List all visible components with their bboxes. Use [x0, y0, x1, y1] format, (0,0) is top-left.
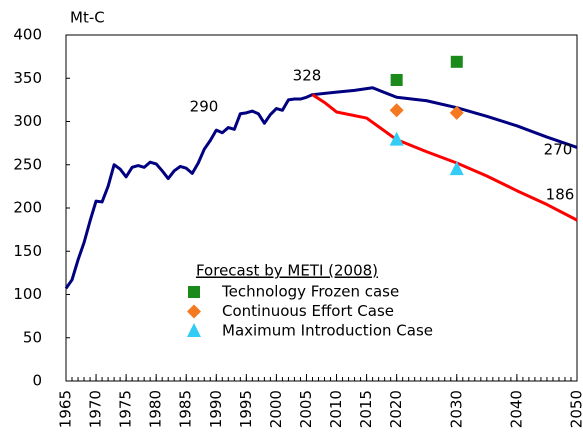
marker-diamond: [187, 304, 201, 319]
y-tick-label: 100: [13, 285, 42, 303]
annotation: 328: [293, 67, 322, 85]
series-line: [64, 86, 578, 290]
y-tick-label: 0: [32, 372, 42, 390]
annotation: 186: [546, 186, 575, 204]
y-axis-label: Mt-C: [70, 9, 105, 27]
y-tick-label: 400: [13, 26, 42, 44]
marker-triangle: [187, 323, 201, 337]
series-line: [311, 93, 578, 222]
legend-label: Maximum Introduction Case: [222, 322, 433, 340]
x-tick-label: 2050: [568, 390, 583, 428]
y-tick-label: 250: [13, 155, 42, 173]
x-tick-label: 1970: [87, 390, 105, 428]
y-tick-label: 50: [23, 328, 42, 346]
legend-label: Technology Frozen case: [221, 283, 399, 301]
x-tick-label: 1980: [147, 390, 165, 428]
legend-label: Continuous Effort Case: [222, 302, 394, 320]
x-tick-label: 2010: [327, 390, 345, 428]
x-tick-label: 2005: [297, 390, 315, 428]
annotation: 290: [190, 98, 219, 116]
x-tick-label: 1965: [57, 390, 75, 428]
annotation: 270: [544, 141, 573, 159]
x-tick-label: 1995: [237, 390, 255, 428]
marker-triangle: [389, 131, 404, 146]
marker-triangle: [449, 161, 464, 176]
y-tick-label: 350: [13, 69, 42, 87]
marker-diamond: [449, 105, 464, 120]
x-tick-label: 2015: [357, 390, 375, 428]
x-tick-label: 1985: [177, 390, 195, 428]
x-tick-label: 2030: [447, 390, 465, 428]
marker-square: [188, 286, 200, 298]
y-tick-label: 150: [13, 242, 42, 260]
marker-square: [390, 73, 403, 86]
legend-title: Forecast by METI (2008): [196, 262, 378, 280]
x-tick-label: 2040: [507, 390, 525, 428]
x-tick-label: 1990: [207, 390, 225, 428]
y-tick-label: 300: [13, 112, 42, 130]
marker-diamond: [389, 103, 404, 118]
marker-square: [450, 55, 463, 68]
x-tick-label: 1975: [117, 390, 135, 428]
x-tick-label: 2000: [267, 390, 285, 428]
x-tick-label: 2020: [387, 390, 405, 428]
y-tick-label: 200: [13, 199, 42, 217]
